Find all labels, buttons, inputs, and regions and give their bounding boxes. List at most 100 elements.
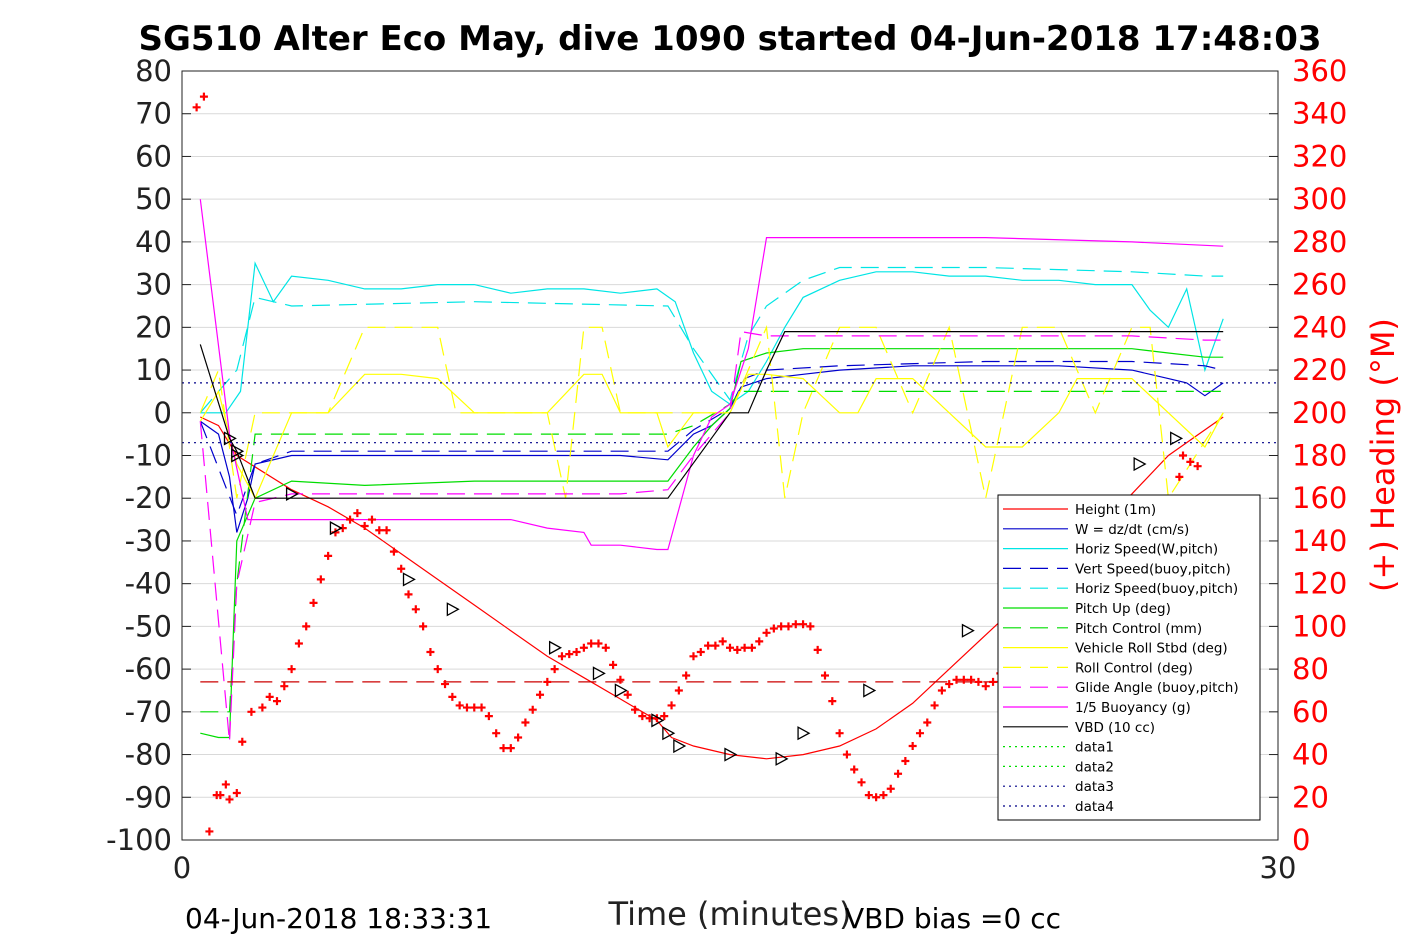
depth-marker <box>1170 431 1184 446</box>
right-axis-ticks: 3603403203002802602402202001801601401201… <box>1269 54 1347 857</box>
legend-label: Horiz Speed(W,pitch) <box>1075 542 1218 558</box>
legend-label: Height (1m) <box>1075 502 1156 518</box>
legend-label: VBD (10 cc) <box>1075 720 1155 736</box>
left-tick-label: 80 <box>135 54 172 88</box>
heading-point <box>397 564 406 573</box>
heading-point <box>514 733 523 742</box>
heading-point <box>959 675 968 684</box>
left-tick-label: -80 <box>125 738 172 772</box>
heading-point <box>974 677 983 686</box>
heading-point <box>696 648 705 657</box>
heading-point <box>967 675 976 684</box>
heading-point <box>711 641 720 650</box>
legend-label: Glide Angle (buoy,pitch) <box>1075 680 1239 696</box>
heading-point <box>981 682 990 691</box>
heading-point <box>601 643 610 652</box>
heading-point <box>294 639 303 648</box>
heading-point <box>462 703 471 712</box>
heading-point <box>616 675 625 684</box>
x-tick-label: 0 <box>173 851 191 885</box>
right-tick-label: 320 <box>1292 139 1347 173</box>
right-tick-label: 180 <box>1292 439 1347 473</box>
heading-point <box>579 643 588 652</box>
heading-point <box>623 690 632 699</box>
left-tick-label: -50 <box>125 609 172 643</box>
heading-point <box>280 682 289 691</box>
heading-point <box>389 547 398 556</box>
heading-point <box>199 92 208 101</box>
depth-marker <box>223 431 237 446</box>
depth-marker <box>1133 456 1147 472</box>
depth-marker <box>651 713 665 728</box>
heading-point <box>565 650 574 659</box>
heading-point <box>521 718 530 727</box>
heading-point <box>747 643 756 652</box>
heading-point <box>448 692 457 701</box>
heading-point <box>543 677 552 686</box>
heading-point <box>726 643 734 652</box>
heading-point <box>404 590 413 599</box>
heading-point <box>594 639 603 648</box>
series-line <box>200 348 1224 739</box>
series-line <box>199 199 1224 551</box>
heading-point <box>346 515 355 524</box>
depth-marker <box>961 623 975 638</box>
series-layer <box>182 199 1278 760</box>
heading-point <box>455 701 464 710</box>
right-tick-label: 300 <box>1292 182 1347 216</box>
heading-point <box>667 701 676 710</box>
heading-point <box>238 737 247 746</box>
heading-point <box>609 660 618 669</box>
depth-marker <box>724 747 738 762</box>
heading-point <box>769 624 778 633</box>
heading-point <box>572 648 581 657</box>
heading-point <box>550 665 559 674</box>
heading-point <box>682 671 691 680</box>
series-line <box>199 373 1224 500</box>
legend-label: data2 <box>1075 759 1114 775</box>
heading-point <box>799 620 808 629</box>
heading-point <box>375 526 384 535</box>
legend-label: Horiz Speed(buoy,pitch) <box>1075 581 1238 597</box>
heading-point <box>945 680 954 689</box>
left-tick-label: -100 <box>106 823 172 857</box>
right-tick-label: 60 <box>1292 695 1329 729</box>
heading-point <box>1193 462 1202 471</box>
x-axis-ticks: 0 30 <box>173 831 1296 885</box>
series-line <box>199 324 1224 500</box>
right-tick-label: 280 <box>1292 225 1347 259</box>
legend-label: Vert Speed(buoy,pitch) <box>1075 561 1231 577</box>
legend-label: Vehicle Roll Stbd (deg) <box>1075 641 1228 657</box>
heading-point <box>499 744 508 753</box>
left-tick-label: -70 <box>125 695 172 729</box>
heading-point <box>857 778 866 787</box>
heading-point <box>426 648 435 657</box>
heading-point <box>937 686 946 695</box>
footer-timestamp: 04-Jun-2018 18:33:31 <box>185 902 492 935</box>
heading-point <box>842 750 851 759</box>
left-tick-label: -40 <box>125 567 172 601</box>
right-tick-label: 20 <box>1292 780 1329 814</box>
heading-point <box>631 705 640 714</box>
heading-point <box>908 742 917 751</box>
heading-point <box>324 551 333 560</box>
depth-marker <box>329 521 343 536</box>
heading-point <box>660 712 669 721</box>
right-tick-label: 200 <box>1292 396 1347 430</box>
heading-point <box>755 637 764 646</box>
legend-label: W = dz/dt (cm/s) <box>1075 522 1189 538</box>
depth-marker <box>285 486 299 502</box>
heading-point <box>1179 451 1188 460</box>
left-tick-label: -30 <box>125 524 172 558</box>
heading-point <box>287 665 296 674</box>
heading-point <box>272 697 281 706</box>
heading-point <box>477 703 486 712</box>
heading-point <box>382 526 391 535</box>
heading-point <box>484 712 493 721</box>
legend-label: Pitch Control (mm) <box>1075 621 1202 637</box>
left-tick-label: 70 <box>135 97 172 131</box>
heading-point <box>232 789 241 798</box>
depth-marker <box>614 683 628 698</box>
left-tick-label: 30 <box>135 268 172 302</box>
right-tick-label: 120 <box>1292 567 1347 601</box>
